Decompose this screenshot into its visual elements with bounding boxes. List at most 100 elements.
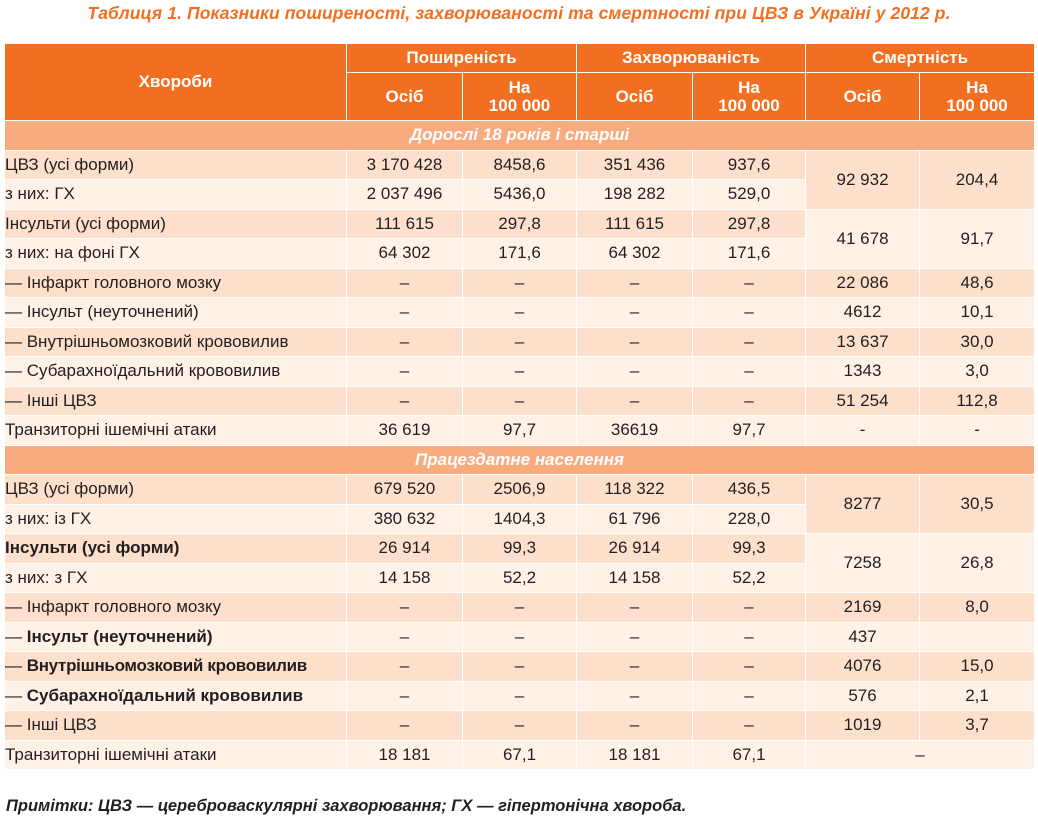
cell-prevalence-rate: – (461, 592, 578, 623)
cell-incidence-persons: 118 322 (576, 474, 694, 505)
row-name-prefix: — (5, 685, 27, 705)
cell-incidence-persons: 26 914 (576, 533, 694, 564)
table-row: Транзиторні ішемічні атаки 36 619 97,7 3… (4, 415, 1036, 446)
cell-mortality-persons: 92 932 (805, 149, 921, 210)
cell-prevalence-persons: 380 632 (346, 503, 463, 534)
table-row: — Інсульт (неуточнений) – – – – 4612 10,… (4, 297, 1036, 328)
row-name: Субарахноїдальний крововилив (26, 685, 304, 705)
table-row: ЦВЗ (усі форми) 3 170 428 8458,6 351 436… (4, 149, 1036, 210)
cell-mortality-rate: 30,5 (919, 474, 1036, 534)
cell-incidence-rate: – (692, 297, 807, 328)
cell-prevalence-rate: 297,8 (461, 208, 578, 239)
cell-incidence-rate: – (692, 680, 807, 711)
cell-incidence-rate: – (692, 267, 807, 298)
cell-prevalence-persons: 64 302 (346, 238, 463, 269)
cell-mortality-persons: 13 637 (805, 326, 921, 357)
cell-mortality-rate: 2,1 (919, 680, 1036, 711)
header-per100k: На 100 000 (692, 72, 807, 121)
cell-prevalence-persons: – (346, 385, 463, 416)
cell-prevalence-persons: – (346, 267, 463, 298)
cell-mortality-persons: 2169 (805, 592, 921, 623)
header-per100k: На 100 000 (919, 72, 1036, 121)
header-persons: Осіб (805, 72, 921, 121)
row-name: Транзиторні ішемічні атаки (4, 415, 347, 446)
cell-prevalence-persons: 18 181 (346, 739, 463, 770)
cell-prevalence-rate: – (461, 326, 578, 357)
row-name: — Інфаркт головного мозку (4, 592, 347, 623)
cell-prevalence-persons: – (346, 326, 463, 357)
cell-incidence-persons: 14 158 (576, 562, 694, 593)
cell-incidence-rate: – (692, 385, 807, 416)
cell-mortality-rate: 112,8 (919, 385, 1036, 416)
row-name: з них: з ГХ (4, 562, 347, 593)
cell-incidence-persons: 18 181 (576, 739, 694, 770)
cell-prevalence-persons: 679 520 (346, 474, 463, 505)
cell-incidence-persons: – (576, 621, 694, 652)
table-caption: Таблиця 1. Показники поширеності, захвор… (87, 3, 951, 23)
cell-mortality-merged: – (805, 739, 1036, 770)
cell-incidence-persons: – (576, 680, 694, 711)
cell-prevalence-rate: – (461, 385, 578, 416)
table-note: Примітки: ЦВЗ — цереброваскулярні захвор… (6, 797, 687, 815)
row-name: — Інші ЦВЗ (4, 710, 347, 741)
header-persons: Осіб (576, 72, 694, 121)
cell-incidence-persons: 61 796 (576, 503, 694, 534)
cell-incidence-persons: – (576, 356, 694, 387)
cell-incidence-persons: – (576, 592, 694, 623)
table-row: — Субарахноїдальний крововилив – – – – 5… (4, 680, 1036, 711)
cell-prevalence-persons: 111 615 (346, 208, 463, 239)
cell-prevalence-persons: – (346, 592, 463, 623)
cell-incidence-persons: – (576, 267, 694, 298)
cell-incidence-rate: – (692, 356, 807, 387)
cell-incidence-rate: – (692, 621, 807, 652)
cell-incidence-persons: – (576, 710, 694, 741)
table-row: — Інсульт (неуточнений) – – – – 437 (4, 621, 1036, 652)
cell-mortality-persons: 4612 (805, 297, 921, 328)
cell-incidence-rate: 228,0 (692, 503, 807, 534)
header-per100k: На 100 000 (461, 72, 578, 121)
table-row: Інсульти (усі форми) 26 914 99,3 26 914 … (4, 533, 1036, 593)
cell-mortality-rate: 26,8 (919, 533, 1036, 593)
cell-mortality-persons: 437 (805, 621, 921, 652)
cell-prevalence-rate: 2506,9 (461, 474, 578, 505)
cell-prevalence-rate: 8458,6 (461, 149, 578, 180)
cell-incidence-rate: 67,1 (692, 739, 807, 770)
cell-incidence-rate: 529,0 (692, 179, 807, 210)
row-name-cell: — Субарахноїдальний крововилив (4, 680, 347, 711)
cell-incidence-persons: – (576, 385, 694, 416)
cell-mortality-persons: 576 (805, 680, 921, 711)
cell-incidence-rate: – (692, 651, 807, 682)
row-name: Інсульти (усі форми) (4, 533, 347, 564)
cell-incidence-rate: 99,3 (692, 533, 807, 564)
cell-incidence-persons: 64 302 (576, 238, 694, 269)
cell-mortality-rate: 204,4 (919, 149, 1036, 210)
cell-prevalence-rate: – (461, 710, 578, 741)
cell-prevalence-rate: – (461, 621, 578, 652)
cell-prevalence-rate: 52,2 (461, 562, 578, 593)
table-row: — Інфаркт головного мозку – – – – 22 086… (4, 267, 1036, 298)
cell-prevalence-rate: 67,1 (461, 739, 578, 770)
cell-mortality-persons: - (805, 415, 921, 446)
row-name: — Внутрішньомозковий крововилив (4, 326, 347, 357)
row-name: Транзиторні ішемічні атаки (4, 739, 347, 770)
table-row: — Інші ЦВЗ – – – – 1019 3,7 (4, 710, 1036, 741)
cell-incidence-rate: 937,6 (692, 149, 807, 180)
table-row: — Інші ЦВЗ – – – – 51 254 112,8 (4, 385, 1036, 416)
cell-mortality-rate: 8,0 (919, 592, 1036, 623)
data-table: Хвороби Поширеність Захворюваність Смерт… (3, 43, 1036, 770)
cell-mortality-rate: 15,0 (919, 651, 1036, 682)
cell-incidence-persons: – (576, 651, 694, 682)
row-name: з них: із ГХ (4, 503, 347, 534)
cell-prevalence-rate: – (461, 297, 578, 328)
table-row: з них: із ГХ 380 632 1404,3 61 796 228,0 (4, 503, 1035, 534)
cell-mortality-rate: 30,0 (919, 326, 1036, 357)
cell-prevalence-rate: 97,7 (461, 415, 578, 446)
header-incidence: Захворюваність (576, 43, 807, 73)
table-row: Інсульти (усі форми) 111 615 297,8 111 6… (4, 208, 1036, 269)
cell-incidence-rate: 436,5 (692, 474, 807, 505)
cell-incidence-rate: 297,8 (692, 208, 807, 239)
table-row: — Внутрішньомозковий крововилив – – – – … (4, 651, 1036, 682)
cell-incidence-rate: 52,2 (692, 562, 807, 593)
cell-prevalence-persons: – (346, 621, 463, 652)
cell-incidence-persons: – (576, 326, 694, 357)
